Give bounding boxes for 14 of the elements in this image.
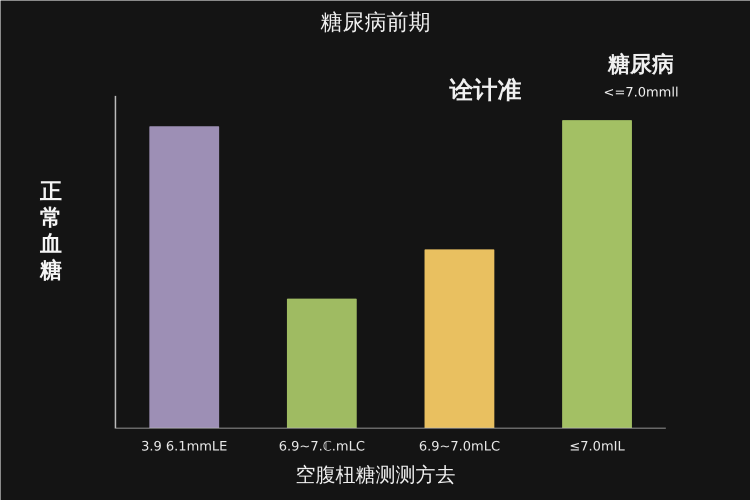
chart-title: 糖尿病前期 — [320, 10, 430, 36]
y-axis-title: 正常血糖 — [38, 180, 62, 284]
bar — [149, 126, 220, 428]
x-tick-label: 6.9~7.0mLC — [418, 440, 500, 454]
bar — [562, 120, 632, 428]
text: 诠计准 — [448, 76, 522, 104]
bar — [424, 249, 494, 428]
x-tick-label: ≤7.0mIL — [569, 440, 626, 454]
text: 糖尿病 — [607, 52, 674, 78]
bar — [286, 298, 357, 428]
x-tick-label: 6.9~7.ℂ.mLC — [278, 440, 365, 454]
text: <=7.0mmll — [604, 85, 679, 100]
x-axis-title: 空腹杻糖测测方去 — [296, 462, 456, 486]
x-tick-label: 3.9 6.1mmLE — [141, 440, 228, 454]
